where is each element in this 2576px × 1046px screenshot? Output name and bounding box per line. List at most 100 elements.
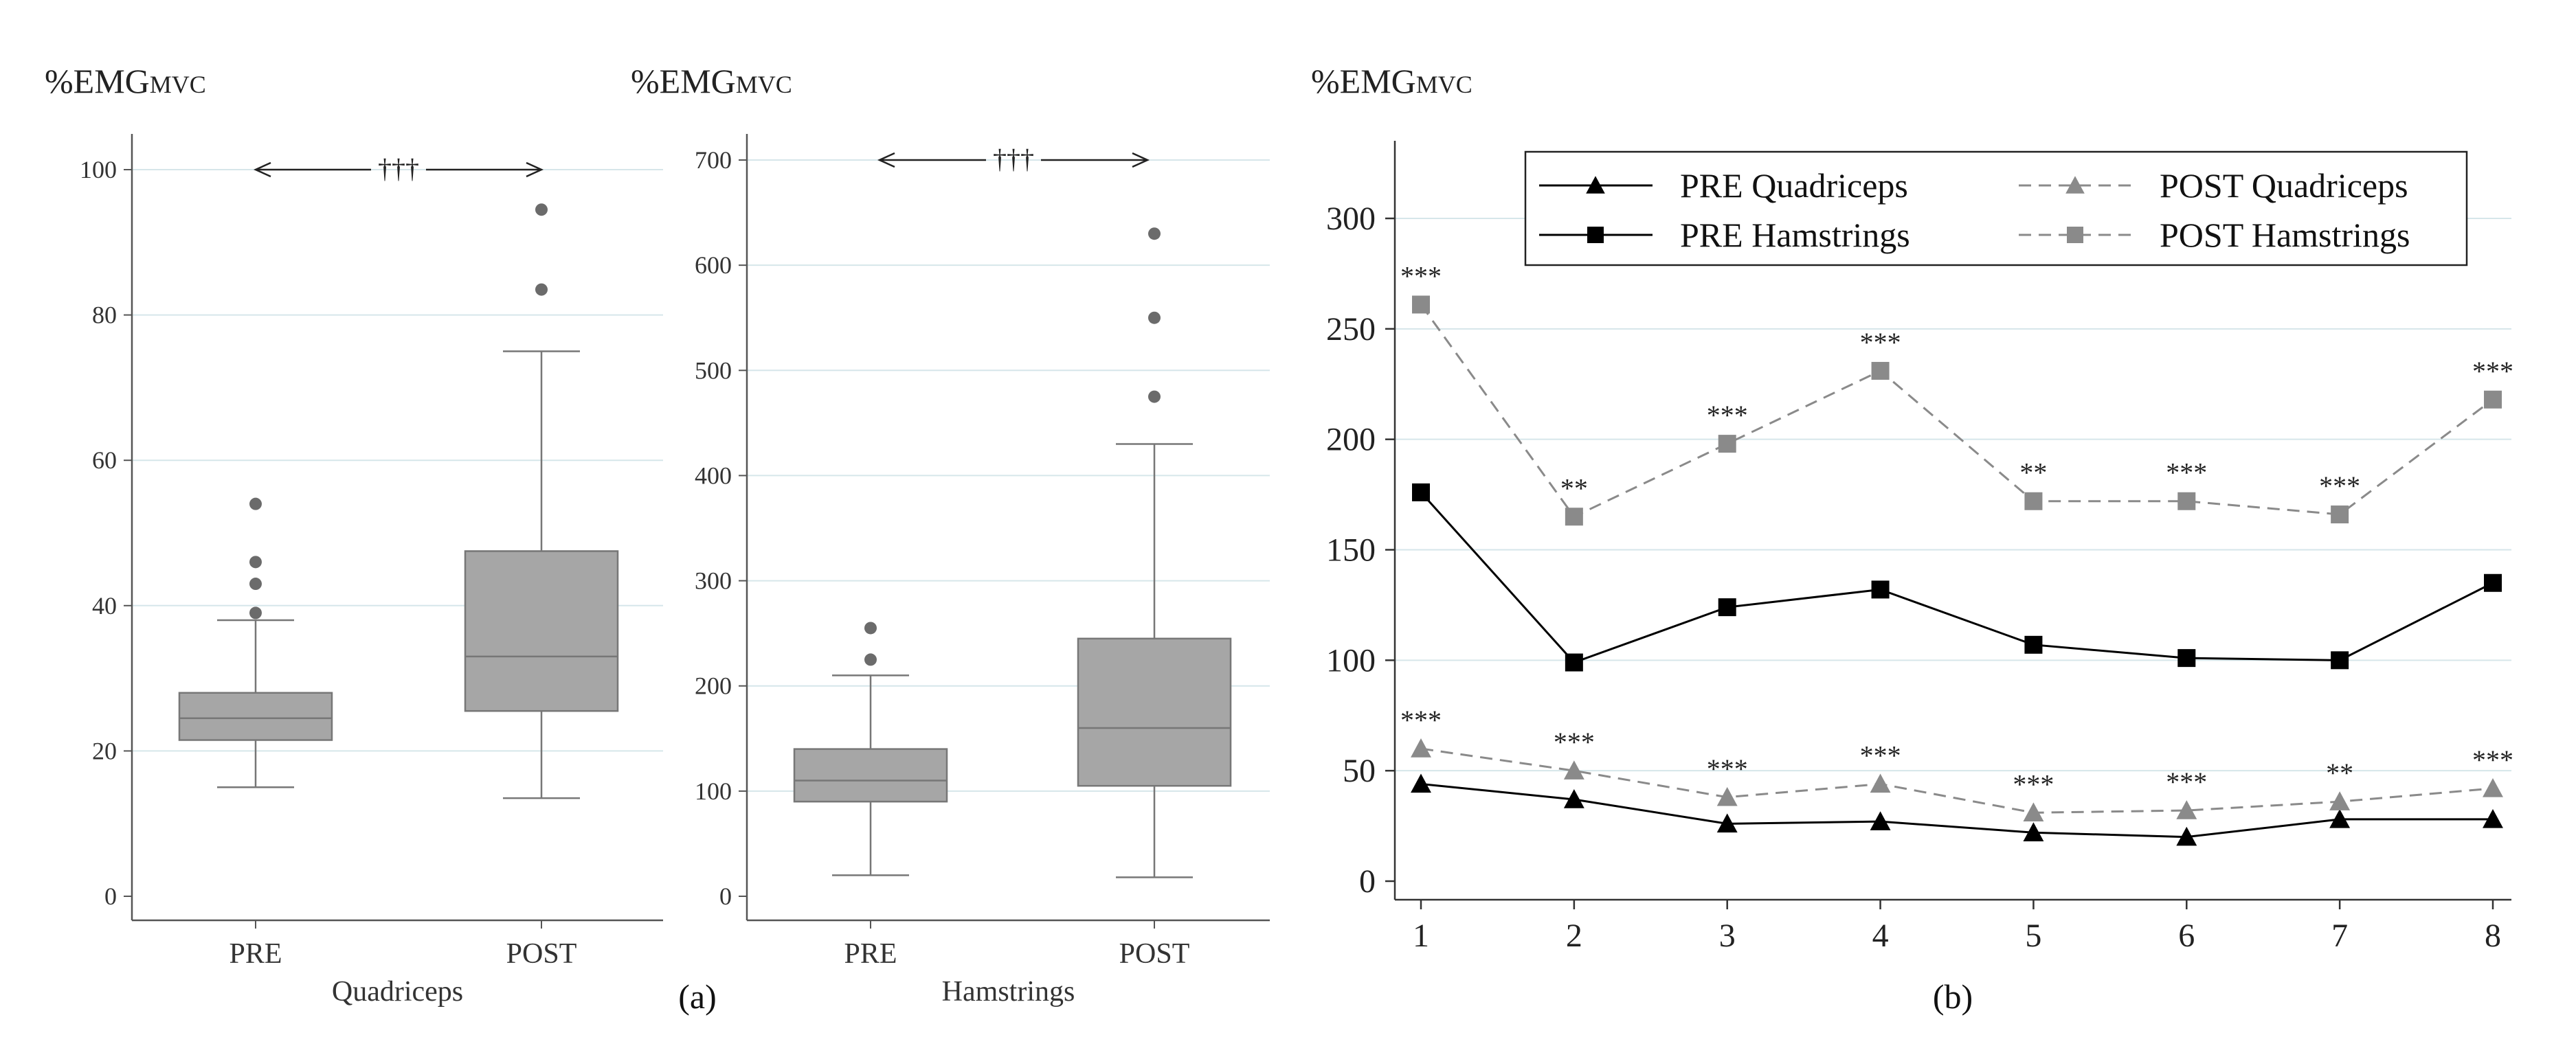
data-point-post-quadriceps [1716, 786, 1738, 806]
y-tick-label: 0 [104, 883, 117, 910]
y-tick-label: 400 [695, 462, 732, 489]
hamstrings-boxplot: %EMGMVC 0 100 200 300 400 500 600 700 PRE POST Hams… [631, 62, 1270, 1008]
significance-annotation: *** [2013, 769, 2054, 799]
x-category-label: POST [1119, 938, 1190, 970]
arrowhead-left [877, 152, 895, 168]
significance-annotation: *** [2472, 356, 2513, 387]
series-line-post-quadriceps [1420, 747, 2494, 814]
data-point-pre-quadriceps [2329, 808, 2351, 828]
y-tick-label: 0 [1359, 863, 1376, 900]
panel-b-label: (b) [1933, 977, 1973, 1016]
y-axis-label-main: %EMG [631, 62, 736, 100]
data-point-pre-quadriceps [2483, 808, 2503, 828]
data-point-post-quadriceps [1563, 760, 1584, 780]
outlier-point [249, 497, 262, 510]
y-tick-label: 600 [695, 251, 732, 279]
data-point-post-quadriceps [1870, 773, 1891, 793]
x-tick-label: 7 [2331, 918, 2348, 954]
outlier-point [1148, 311, 1161, 324]
significance-annotation: *** [1860, 327, 1901, 358]
legend-label-post-hamstrings: POST Hamstrings [2160, 216, 2410, 254]
arrowhead-right [1132, 152, 1150, 168]
data-point-post-quadriceps [2483, 777, 2503, 797]
significance-annotation: ** [2019, 457, 2047, 488]
x-category-label: POST [506, 938, 577, 970]
data-point-post-hamstrings [1871, 361, 1890, 380]
y-axis-label-main: %EMG [1311, 62, 1416, 100]
data-point-pre-quadriceps [2023, 822, 2044, 841]
y-tick-label: 250 [1326, 311, 1376, 348]
y-tick-label: 300 [1326, 201, 1376, 237]
data-point-pre-quadriceps [1870, 811, 1891, 830]
data-point-post-quadriceps [2329, 791, 2351, 810]
data-point-post-quadriceps [2023, 802, 2044, 821]
outlier-point [249, 578, 262, 591]
y-tick-label: 80 [92, 302, 117, 329]
legend-label-pre-quadriceps: PRE Quadriceps [1680, 166, 1908, 205]
y-axis-label-sub: MVC [150, 71, 206, 98]
series-line-pre-quadriceps [1420, 782, 2493, 839]
outlier-point [1148, 390, 1161, 403]
x-tick-label: 4 [1872, 918, 1889, 954]
x-tick-label: 3 [1719, 918, 1736, 954]
y-tick-label: 700 [695, 146, 732, 174]
x-category-label: PRE [844, 938, 897, 970]
x-tick-label: 6 [2178, 918, 2195, 954]
data-point-post-quadriceps [1411, 738, 1431, 758]
y-tick-label: 300 [695, 567, 732, 595]
y-axis-label: %EMGMVC [631, 62, 792, 100]
y-tick-label: 40 [92, 592, 117, 619]
data-point-pre-quadriceps [2176, 826, 2197, 846]
x-tick-label: 1 [1413, 918, 1429, 954]
arrowhead-right [526, 161, 544, 178]
outlier-point [249, 606, 262, 619]
data-point-pre-hamstrings [2024, 635, 2043, 654]
significance-annotation: *** [1707, 753, 1748, 784]
data-point-pre-hamstrings [2177, 649, 2196, 668]
y-tick-label: 0 [719, 883, 732, 910]
x-tick-label: 2 [1566, 918, 1582, 954]
quadriceps-boxplot: %EMGMVC 0 20 40 60 80 100 PRE POST Quadriceps ††† [45, 62, 663, 1008]
outlier-point [1148, 227, 1161, 240]
legend-box [1524, 150, 2468, 266]
significance-marker: ††† [993, 144, 1034, 174]
arrowhead-left [253, 161, 271, 178]
legend-marker-pre-hamstrings [1587, 227, 1604, 243]
box-post [1077, 637, 1232, 787]
data-point-post-hamstrings [1718, 435, 1736, 453]
data-point-post-hamstrings [1565, 508, 1583, 526]
outlier-point [535, 203, 548, 216]
y-axis-label-sub: MVC [736, 71, 792, 98]
data-point-post-hamstrings [2484, 390, 2502, 409]
significance-annotation: *** [1860, 740, 1901, 771]
legend: PRE Quadriceps PRE Hamstrings POST Quadric… [1524, 150, 2468, 266]
significance-annotation: *** [1707, 400, 1748, 431]
x-axis-label: Hamstrings [942, 976, 1075, 1008]
data-point-post-hamstrings [2177, 492, 2196, 510]
x-tick-label: 8 [2485, 918, 2501, 954]
y-tick-label: 100 [80, 156, 117, 183]
significance-annotation: ** [2326, 758, 2353, 788]
legend-marker-post-quadriceps [2065, 176, 2085, 194]
series-line-pre-hamstrings [1420, 491, 2494, 664]
outlier-point [864, 653, 877, 666]
significance-annotation: *** [2166, 457, 2207, 488]
x-tick-label: 5 [2025, 918, 2041, 954]
data-point-pre-hamstrings [1565, 653, 1583, 672]
outlier-point [535, 283, 548, 296]
panel-a-label: (a) [678, 977, 717, 1016]
y-tick-label: 150 [1326, 532, 1376, 569]
significance-annotation: *** [1554, 727, 1595, 758]
data-point-post-hamstrings [1412, 295, 1430, 314]
y-axis-label: %EMGMVC [1311, 62, 1472, 100]
y-axis-label-sub: MVC [1416, 71, 1472, 98]
y-tick-label: 20 [92, 737, 117, 764]
y-tick-label: 500 [695, 356, 732, 384]
data-point-pre-hamstrings [2484, 573, 2502, 592]
data-point-post-quadriceps [2176, 800, 2197, 819]
outlier-point [864, 622, 877, 635]
y-tick-label: 100 [695, 777, 732, 805]
y-axis-label: %EMGMVC [45, 62, 206, 100]
data-point-post-hamstrings [2331, 505, 2349, 524]
